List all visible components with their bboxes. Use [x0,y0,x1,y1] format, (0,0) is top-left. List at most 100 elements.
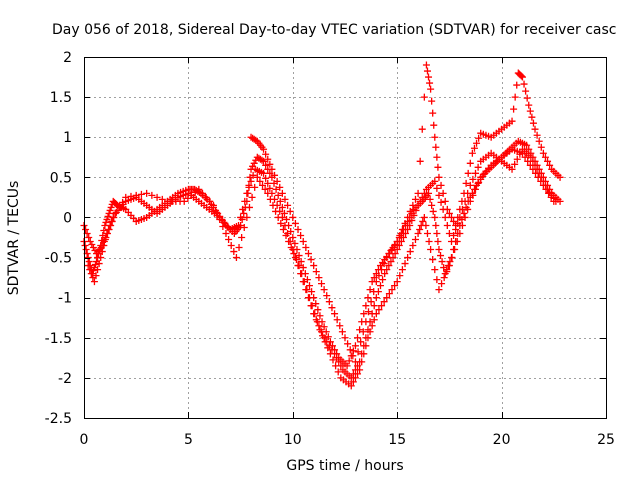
data-point-plus [198,189,206,197]
data-point-plus [313,318,321,326]
data-point-plus [188,191,196,199]
data-point-plus [354,362,362,370]
data-point-plus [370,316,378,324]
data-point-plus [508,165,516,173]
data-point-plus [216,215,224,223]
data-point-plus [299,264,307,272]
data-point-plus [362,318,370,326]
data-point-plus [351,358,359,366]
data-point-plus [291,240,299,248]
data-point-plus [510,105,518,113]
data-point-plus [531,125,539,133]
data-point-plus [287,244,295,252]
data-point-plus [148,191,156,199]
data-point-plus [266,169,274,177]
data-point-plus [274,213,282,221]
data-point-plus [264,155,272,163]
data-point-plus [298,270,306,278]
data-point-plus [456,205,464,213]
data-point-plus [420,93,428,101]
data-point-plus [367,298,375,306]
data-point-plus [529,119,537,127]
data-point-plus [268,165,276,173]
data-point-plus [469,175,477,183]
data-point-plus [289,213,297,221]
data-point-plus [282,231,290,239]
data-point-plus [235,221,243,229]
data-point-plus [276,197,284,205]
data-point-plus [469,191,477,199]
data-point-plus [94,266,102,274]
data-point-plus [431,177,439,185]
data-point-plus [532,169,540,177]
x-tick-label: 0 [80,432,89,448]
x-tick-label: 10 [284,432,302,448]
data-point-plus [312,300,320,308]
data-point-plus [426,79,434,87]
data-point-plus [396,231,404,239]
data-point-plus [432,143,440,151]
data-point-plus [364,294,372,302]
data-point-plus [409,242,417,250]
data-point-plus [381,270,389,278]
data-point-plus [344,340,352,348]
data-point-plus [359,328,367,336]
data-point-plus [528,113,536,121]
y-tick-label: 0.5 [50,170,72,186]
data-point-plus [319,332,327,340]
data-point-plus [362,342,370,350]
data-point-plus [462,179,470,187]
data-point-plus [318,280,326,288]
data-point-plus [423,229,431,237]
data-point-plus [354,370,362,378]
data-point-plus [143,189,151,197]
data-point-plus [119,198,127,206]
data-point-plus [396,272,404,280]
y-tick-label: 1.5 [50,90,72,106]
data-point-plus [430,121,438,129]
x-tick-label: 5 [184,432,193,448]
data-point-plus [526,161,534,169]
data-point-plus [219,222,227,230]
data-point-plus [105,209,113,217]
data-point-plus [85,234,93,241]
data-point-plus [416,197,424,205]
data-point-plus [328,346,336,354]
data-point-plus [451,246,459,254]
data-point-plus [450,217,458,225]
data-point-plus [406,221,414,229]
data-point-plus [391,282,399,290]
data-point-plus [468,149,476,157]
data-point-plus [523,94,531,102]
data-point-plus [389,254,397,262]
data-point-plus [249,171,257,179]
data-point-plus [259,181,267,189]
data-point-plus [420,189,428,197]
data-point-plus [378,302,386,310]
data-point-plus [253,173,261,181]
data-point-plus [95,260,103,268]
data-point-plus [437,181,445,189]
data-point-plus [408,216,416,224]
data-point-plus [429,207,437,215]
data-point-plus [379,276,387,284]
data-point-plus [290,250,298,258]
data-point-plus [326,350,334,358]
data-point-plus [304,250,312,258]
data-point-plus [368,322,376,330]
data-point-plus [399,234,407,241]
data-point-plus [464,169,472,177]
data-point-plus [475,134,483,142]
data-point-plus [266,195,274,203]
data-point-plus [448,254,456,262]
data-point-plus [383,294,391,302]
data-point-plus [380,260,388,268]
data-point-plus [372,278,380,286]
data-point-plus [300,278,308,286]
y-tick-labels: -2.5 -2 -1.5 -1 -0.5 0 0.5 1 1.5 2 [45,50,72,427]
data-point-plus [375,306,383,314]
data-point-plus [81,242,89,250]
data-point-plus [103,215,111,223]
data-point-plus [260,145,268,153]
data-point-plus [260,169,268,177]
